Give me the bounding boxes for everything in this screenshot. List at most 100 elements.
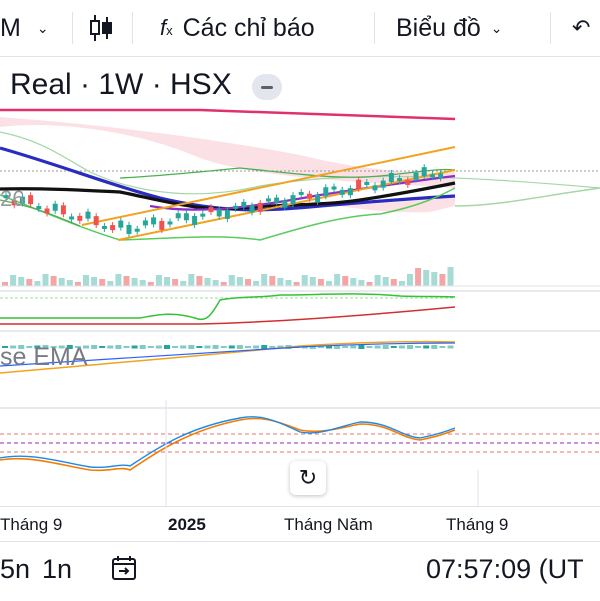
histogram-bar bbox=[309, 345, 316, 349]
volume-bar bbox=[131, 278, 138, 286]
histogram-bar bbox=[326, 345, 332, 349]
volume-bar bbox=[42, 274, 49, 286]
volume-bar bbox=[123, 276, 130, 286]
candle-body bbox=[69, 216, 75, 220]
histogram-bar bbox=[236, 345, 243, 349]
candle-body bbox=[175, 213, 181, 219]
bottom-toolbar: 5n 1n 07:57:09 (UT bbox=[0, 541, 600, 601]
candle-body bbox=[323, 187, 329, 197]
candle-body bbox=[257, 202, 263, 212]
histogram-bar bbox=[115, 345, 122, 349]
volume-bar bbox=[172, 279, 179, 286]
histogram-bar bbox=[34, 345, 41, 349]
volume-bar bbox=[301, 275, 308, 286]
candle-body bbox=[429, 174, 435, 178]
candle-body bbox=[233, 205, 239, 209]
volume-bar bbox=[350, 278, 357, 286]
candle-body bbox=[159, 220, 165, 230]
indicators-button[interactable]: fx Các chỉ báo bbox=[160, 0, 315, 56]
histogram-bar bbox=[50, 346, 57, 348]
chart-canvas[interactable] bbox=[0, 56, 600, 506]
candle-body bbox=[241, 201, 247, 207]
volume-bar bbox=[107, 281, 114, 286]
histogram-bar bbox=[431, 345, 438, 349]
volume-bar bbox=[139, 280, 146, 286]
candle-body bbox=[315, 194, 321, 202]
magenta-ma-line bbox=[0, 108, 456, 121]
volume-bars bbox=[2, 267, 454, 286]
candle-body bbox=[142, 220, 148, 226]
candle-body bbox=[52, 203, 58, 211]
histogram-bar bbox=[147, 346, 154, 348]
candle-body bbox=[438, 173, 444, 179]
candle-body bbox=[372, 185, 378, 191]
candle-body bbox=[339, 189, 345, 195]
ema-indicator-label: se EMA bbox=[0, 343, 88, 371]
toolbar-divider bbox=[72, 12, 73, 44]
candle-body bbox=[134, 228, 140, 232]
indicators-label: Các chỉ báo bbox=[182, 13, 315, 42]
osc-orange-line bbox=[0, 417, 456, 472]
toolbar-divider bbox=[132, 12, 133, 44]
volume-bar bbox=[220, 282, 227, 286]
candle-body bbox=[19, 196, 25, 204]
candle-body bbox=[11, 200, 17, 206]
histogram-bar bbox=[220, 346, 227, 348]
volume-bar bbox=[285, 280, 292, 286]
histogram-bar bbox=[342, 346, 349, 348]
histogram-bar bbox=[66, 345, 73, 349]
volume-bar bbox=[196, 276, 203, 286]
range-button-5n[interactable]: 5n bbox=[0, 554, 31, 584]
candle-body bbox=[192, 215, 198, 225]
volume-bar bbox=[115, 274, 122, 286]
volume-bar bbox=[236, 277, 243, 286]
toolbar-divider bbox=[550, 12, 551, 44]
candle-body bbox=[183, 213, 189, 221]
candle-body bbox=[118, 220, 124, 228]
histogram-bar bbox=[2, 346, 8, 348]
candle-body bbox=[356, 179, 362, 189]
histogram-bar bbox=[334, 345, 341, 349]
volume-bar bbox=[317, 279, 324, 286]
level-label: 26 bbox=[0, 186, 25, 211]
histogram-bar bbox=[10, 345, 17, 349]
chart-type-button[interactable]: Biểu đồ ⌄ bbox=[396, 0, 503, 56]
volume-bar bbox=[10, 275, 17, 286]
histogram-bar bbox=[261, 345, 268, 349]
volume-bar bbox=[374, 275, 381, 286]
volume-bar bbox=[342, 276, 349, 286]
volume-bar bbox=[326, 281, 332, 286]
collapse-legend-button[interactable] bbox=[252, 74, 282, 100]
time-axis[interactable]: Tháng 9 2025 Tháng Năm Tháng 9 bbox=[0, 506, 600, 541]
candle-body bbox=[151, 217, 157, 225]
candle-body bbox=[282, 200, 288, 208]
histogram-bar bbox=[245, 346, 251, 348]
symbol-legend[interactable]: Real · 1W · HSX bbox=[0, 68, 232, 102]
chevron-down-icon: ⌄ bbox=[36, 19, 49, 36]
candle-body bbox=[3, 195, 9, 199]
chart-style-button[interactable] bbox=[88, 0, 114, 56]
histogram-bar bbox=[228, 345, 235, 349]
minus-icon bbox=[261, 85, 273, 89]
red-indicator-line bbox=[0, 306, 456, 325]
volume-bar bbox=[407, 274, 413, 286]
histogram-bar bbox=[390, 346, 397, 348]
volume-bar bbox=[188, 274, 195, 286]
undo-button[interactable]: ↶ bbox=[572, 0, 590, 56]
candle-body bbox=[93, 216, 99, 226]
histogram-bar bbox=[83, 345, 89, 349]
histogram-bar bbox=[398, 345, 405, 349]
time-display[interactable]: 07:57:09 (UT bbox=[426, 554, 584, 584]
ema-histogram bbox=[2, 345, 454, 349]
histogram-bar bbox=[188, 345, 195, 349]
histogram-bar bbox=[164, 345, 170, 349]
range-button-1n[interactable]: 1n bbox=[42, 554, 73, 584]
goto-date-button[interactable] bbox=[110, 554, 138, 589]
candle-body bbox=[347, 188, 353, 196]
histogram-bar bbox=[172, 346, 179, 348]
volume-bar bbox=[26, 279, 33, 286]
interval-selector[interactable]: M ⌄ bbox=[0, 0, 49, 56]
reset-chart-button[interactable]: ↻ bbox=[290, 461, 326, 495]
histogram-bar bbox=[423, 345, 430, 349]
candle-body bbox=[265, 198, 271, 202]
